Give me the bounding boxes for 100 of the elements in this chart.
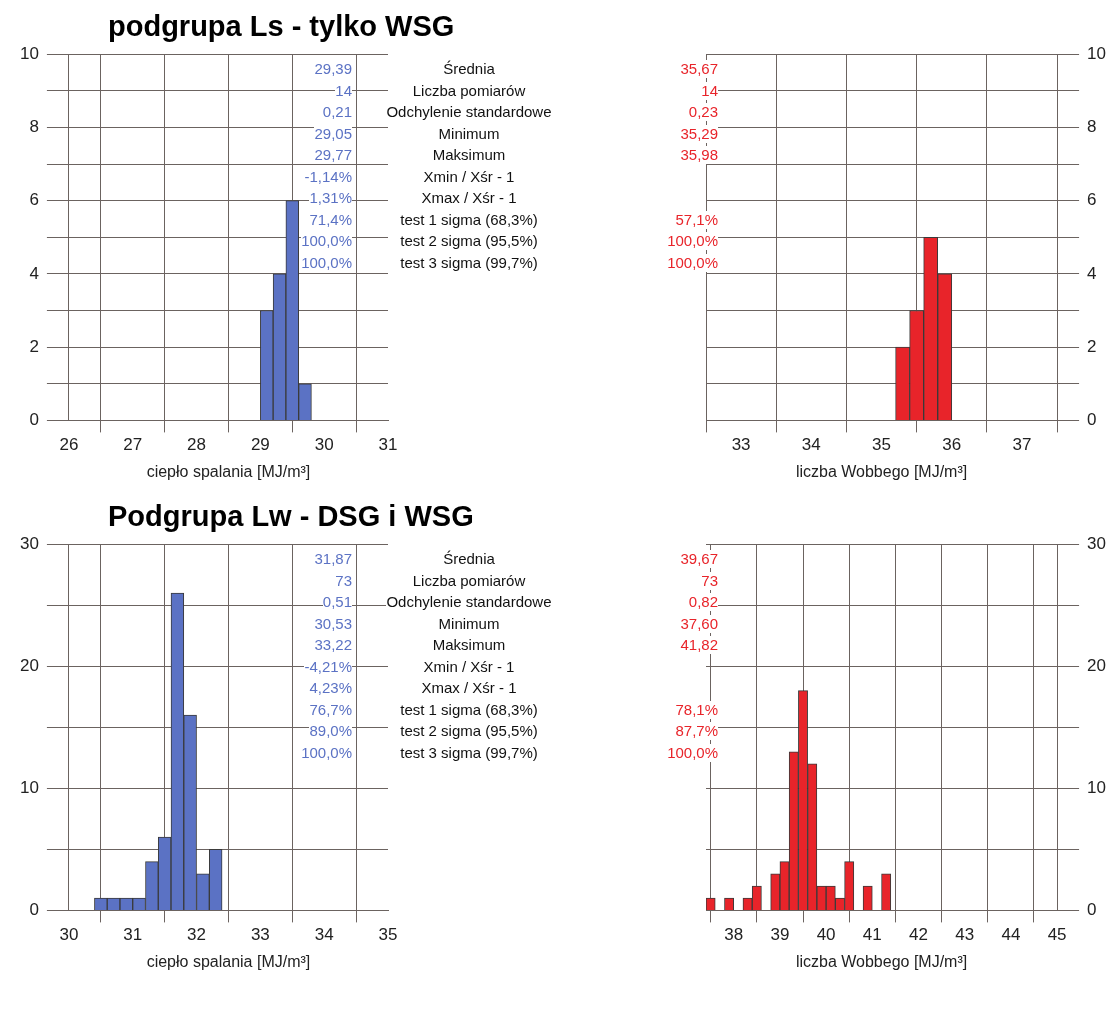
annotation: 87,7%: [675, 722, 718, 740]
x-axis-title: ciepło spalania [MJ/m³]: [146, 462, 311, 480]
x-tick-label: 45: [1047, 925, 1067, 945]
annotation: 71,4%: [309, 210, 352, 229]
annotation: 78,1%: [675, 700, 718, 719]
x-tick-label: 32: [187, 925, 207, 945]
x-tick-label: 34: [314, 925, 334, 945]
annotation: -1,14%: [304, 167, 352, 186]
y-tick-label: 8: [29, 117, 39, 137]
x-tick-label: 30: [314, 435, 334, 455]
x-tick-label: 42: [909, 925, 928, 945]
annotation: Odchylenie standardowe: [386, 103, 552, 120]
y-tick-label: 20: [19, 655, 39, 675]
annotation: 73: [335, 571, 352, 590]
y-tick-label: 4: [29, 263, 39, 283]
y-tick-label: 6: [29, 190, 39, 210]
text: test 3 sigma (99,7%): [400, 743, 538, 761]
annotation: 73: [701, 571, 718, 590]
y-tick-label: 30: [1087, 533, 1107, 553]
text: Xmax / Xśr - 1: [421, 679, 517, 696]
annotation: 41,82: [680, 636, 718, 654]
x-axis-title: liczba Wobbego [MJ/m³]: [795, 462, 968, 480]
y-tick-label: 20: [1087, 655, 1107, 675]
text: Liczba pomiarów: [412, 81, 526, 99]
annotation: 0,23: [688, 103, 718, 121]
text: Xmin / Xśr - 1: [423, 657, 515, 675]
y-tick-label: 6: [1087, 190, 1097, 210]
annotation: 29,39: [314, 60, 352, 78]
x-tick-label: 34: [801, 435, 821, 455]
annotation: 1,31%: [309, 189, 352, 207]
annotation: 100,0%: [301, 743, 352, 762]
x-tick-label: 41: [862, 925, 882, 945]
annotation: 100,0%: [301, 253, 352, 272]
annotation: Odchylenie standardowe: [386, 593, 552, 610]
x-tick-label: 43: [955, 925, 975, 945]
annotation: 29,77: [314, 146, 352, 164]
text: test 2 sigma (95,5%): [400, 232, 538, 249]
chart-title: Podgrupa Lw - DSG i WSG: [108, 500, 474, 533]
x-tick-label: 40: [816, 925, 836, 945]
x-tick-label: 39: [770, 925, 790, 945]
y-tick-label: 8: [1087, 117, 1097, 137]
y-tick-label: 30: [19, 533, 39, 553]
annotation: 100,0%: [301, 232, 352, 250]
y-tick-label: 10: [1087, 43, 1107, 63]
y-tick-label: 0: [29, 410, 39, 430]
annotation: 14: [701, 81, 718, 100]
annotation: 0,82: [688, 593, 718, 611]
y-tick-label: 2: [1087, 336, 1097, 356]
text: Minimum: [438, 124, 500, 142]
y-tick-label: 10: [1087, 778, 1107, 798]
annotation: 30,53: [314, 614, 352, 633]
annotation: 35,29: [680, 124, 718, 143]
annotation: 39,67: [680, 550, 718, 568]
x-tick-label: 27: [123, 435, 143, 455]
x-tick-label: 31: [123, 925, 143, 945]
y-tick-label: 4: [1087, 263, 1097, 283]
annotation: 14: [335, 81, 352, 100]
annotation: 31,87: [314, 550, 352, 568]
text: Średnia: [443, 550, 495, 567]
x-tick-label: 28: [187, 435, 207, 455]
annotation: 4,23%: [309, 679, 352, 697]
text: Xmin / Xśr - 1: [423, 167, 515, 185]
annotation: 100,0%: [667, 743, 718, 762]
text: Liczba pomiarów: [412, 571, 526, 589]
x-tick-label: 33: [250, 925, 270, 945]
annotation: 57,1%: [675, 210, 718, 229]
annotation: 100,0%: [667, 253, 718, 272]
x-tick-label: 30: [59, 925, 79, 945]
text: test 1 sigma (68,3%): [400, 700, 538, 718]
annotation: 100,0%: [667, 232, 718, 250]
x-tick-label: 26: [59, 435, 79, 455]
y-tick-label: 10: [19, 778, 39, 798]
annotation: 33,22: [314, 636, 352, 654]
x-tick-label: 37: [1012, 435, 1032, 455]
text: test 2 sigma (95,5%): [400, 722, 538, 739]
x-tick-label: 35: [872, 435, 892, 455]
annotation: 0,51: [322, 593, 352, 611]
annotation: -4,21%: [304, 657, 352, 676]
x-tick-label: 29: [250, 435, 270, 455]
y-tick-label: 0: [1087, 410, 1097, 430]
y-tick-label: 0: [1087, 900, 1097, 920]
text: Minimum: [438, 614, 500, 632]
x-tick-label: 36: [942, 435, 962, 455]
annotation: 37,60: [680, 614, 718, 633]
annotation: 35,67: [680, 60, 718, 78]
annotation: 76,7%: [309, 700, 352, 719]
x-tick-label: 35: [378, 925, 398, 945]
text: test 3 sigma (99,7%): [400, 253, 538, 271]
x-axis-title: liczba Wobbego [MJ/m³]: [795, 952, 968, 970]
text: Średnia: [443, 60, 495, 77]
y-tick-label: 2: [29, 336, 39, 356]
y-tick-label: 0: [29, 900, 39, 920]
x-tick-label: 38: [724, 925, 744, 945]
annotation: 0,21: [322, 103, 352, 121]
text: Xmax / Xśr - 1: [421, 189, 517, 206]
text: Maksimum: [432, 636, 506, 653]
text: test 1 sigma (68,3%): [400, 210, 538, 228]
chart-title: podgrupa Ls - tylko WSG: [108, 10, 455, 43]
annotation: 35,98: [680, 146, 718, 164]
x-tick-label: 33: [731, 435, 751, 455]
